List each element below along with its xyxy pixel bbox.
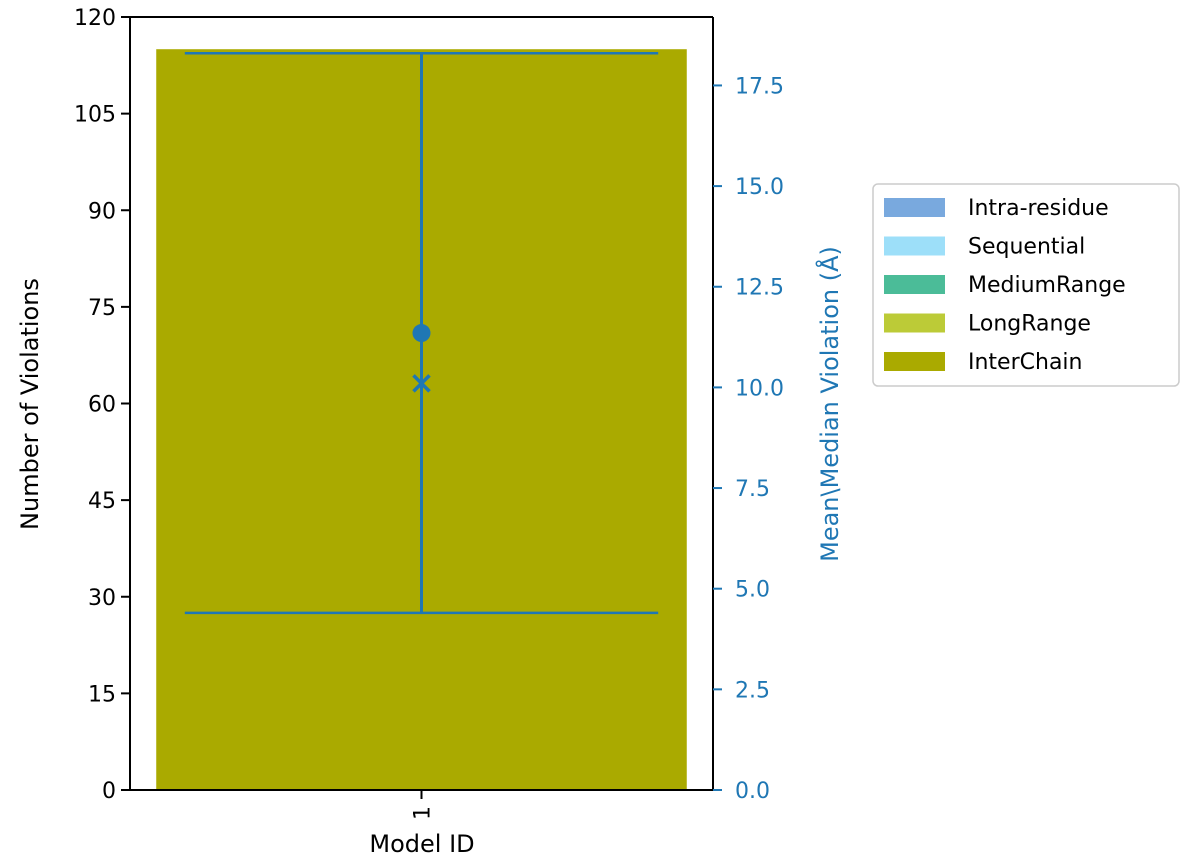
- left-tick-label: 90: [88, 199, 116, 224]
- errorbar-layer: [184, 51, 659, 615]
- legend-swatch: [884, 236, 945, 256]
- legend-swatch: [884, 275, 945, 294]
- left-tick-label: 75: [88, 296, 116, 321]
- left-tick-label: 0: [102, 779, 116, 804]
- median-marker-stroke: [412, 374, 431, 393]
- legend-label: InterChain: [968, 350, 1082, 375]
- legend-label: LongRange: [968, 312, 1091, 337]
- x-axis-label: Model ID: [369, 830, 474, 856]
- left-tick-label: 15: [88, 682, 116, 707]
- x-axis-ticks: 1: [411, 790, 436, 820]
- right-axis-ticks: 0.0 2.5 5.0 7.5 10.0 12.5 15.0 17.5: [713, 74, 784, 804]
- left-axis-ticks: 0 15 30 45 60 75 90 105 120: [74, 6, 130, 804]
- legend-swatch: [884, 198, 945, 217]
- mean-marker: [412, 324, 431, 343]
- right-tick-label: 17.5: [735, 74, 784, 99]
- legend-label: Sequential: [968, 235, 1085, 260]
- right-tick-label: 7.5: [735, 477, 770, 502]
- left-tick-label: 120: [74, 6, 116, 31]
- y-axis-label: Number of Violations: [16, 278, 44, 530]
- right-tick-label: 15.0: [735, 175, 784, 200]
- right-tick-label: 2.5: [735, 678, 770, 703]
- right-tick-label: 12.5: [735, 276, 784, 301]
- left-tick-label: 30: [88, 586, 116, 611]
- left-tick-label: 60: [88, 393, 116, 418]
- legend-swatch: [884, 352, 945, 371]
- legend-label: Intra-residue: [968, 196, 1109, 221]
- secondary-y-axis-label: Mean\Median Violation (Å): [815, 246, 844, 562]
- legend: Intra-residue Sequential MediumRange LongRa…: [872, 183, 1180, 387]
- legend-frame: [872, 183, 1180, 387]
- right-tick-label: 5.0: [735, 578, 770, 603]
- right-tick-label: 0.0: [735, 779, 770, 804]
- left-tick-label: 105: [74, 103, 116, 128]
- x-tick-label: 1: [411, 806, 436, 820]
- legend-swatch: [884, 313, 945, 333]
- left-tick-label: 45: [88, 489, 116, 514]
- legend-label: MediumRange: [968, 273, 1126, 298]
- legend-items: Intra-residue Sequential MediumRange LongRa…: [884, 196, 1126, 375]
- right-tick-label: 10.0: [735, 376, 784, 401]
